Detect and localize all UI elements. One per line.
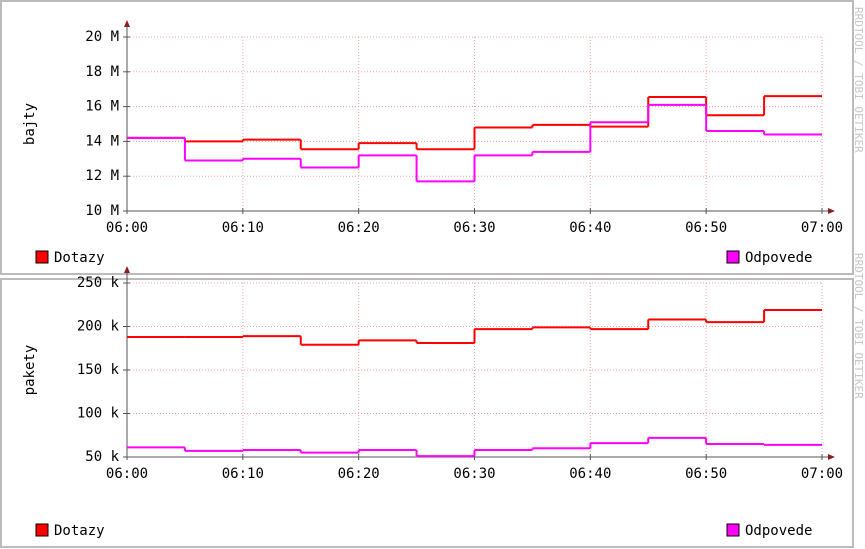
watermark: RRDTOOL / TOBI OETIKER: [852, 7, 865, 153]
y-tick-label: 250 k: [77, 275, 120, 291]
y-tick-label: 14 M: [85, 133, 119, 149]
y-tick-label: 10 M: [85, 203, 119, 219]
watermark: RRDTOOL / TOBI OETIKER: [852, 253, 865, 399]
axis-arrow: [828, 454, 835, 460]
y-tick-label: 100 k: [77, 406, 120, 422]
x-tick-label: 06:00: [106, 466, 148, 482]
panel-border: [0, 278, 854, 548]
legend-swatch: [726, 523, 740, 537]
x-tick-label: 06:50: [685, 466, 727, 482]
legend-label: Dotazy: [54, 250, 105, 266]
y-tick-label: 12 M: [85, 168, 119, 184]
legend-label: Odpovede: [745, 250, 812, 266]
x-tick-label: 06:30: [453, 466, 495, 482]
x-tick-label: 06:10: [222, 466, 264, 482]
axis-arrow: [124, 266, 130, 273]
y-tick-label: 18 M: [85, 64, 119, 80]
x-tick-label: 06:30: [453, 220, 495, 236]
y-tick-label: 50 k: [85, 449, 119, 465]
x-tick-label: 07:00: [801, 220, 843, 236]
y-axis-label: bajty: [22, 103, 38, 145]
y-axis-label: pakety: [22, 345, 38, 396]
legend-swatch: [35, 523, 49, 537]
panel-border: [0, 0, 854, 275]
x-tick-label: 06:10: [222, 220, 264, 236]
x-tick-label: 07:00: [801, 466, 843, 482]
legend-swatch: [35, 250, 49, 264]
x-tick-label: 06:20: [338, 466, 380, 482]
x-tick-label: 06:40: [569, 466, 611, 482]
y-tick-label: 20 M: [85, 29, 119, 45]
legend-swatch: [726, 250, 740, 264]
y-tick-label: 16 M: [85, 99, 119, 115]
x-tick-label: 06:00: [106, 220, 148, 236]
legend-label: Dotazy: [54, 523, 105, 539]
y-tick-label: 150 k: [77, 362, 120, 378]
x-tick-label: 06:40: [569, 220, 611, 236]
axis-arrow: [828, 208, 835, 214]
axis-arrow: [124, 20, 130, 27]
x-tick-label: 06:20: [338, 220, 380, 236]
x-tick-label: 06:50: [685, 220, 727, 236]
y-tick-label: 200 k: [77, 319, 120, 335]
legend-label: Odpovede: [745, 523, 812, 539]
